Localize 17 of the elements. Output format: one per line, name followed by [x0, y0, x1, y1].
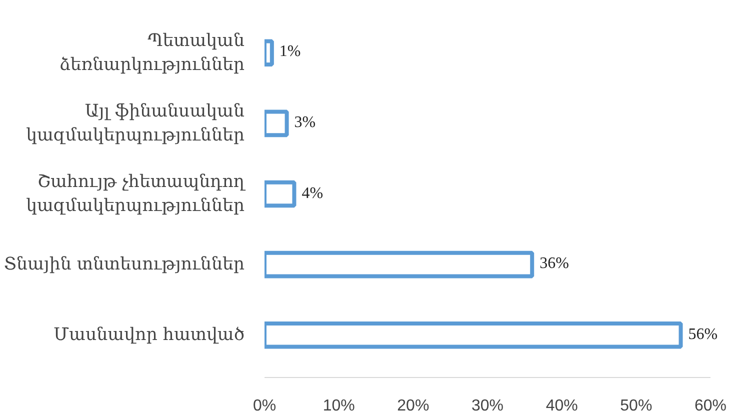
data-label: 1%: [279, 43, 301, 62]
x-tick-label: 40%: [546, 398, 578, 414]
data-label: 4%: [302, 184, 324, 202]
x-tick-label: 60%: [694, 398, 727, 414]
data-label: 36%: [540, 255, 569, 274]
x-tick-label: 0%: [252, 398, 276, 414]
x-tick-label: 20%: [397, 398, 430, 414]
x-tick-label: 10%: [322, 398, 355, 414]
y-tick-label: Այլ ֆինանսական կազմակերպություններ: [26, 101, 244, 146]
x-tick-label: 50%: [620, 398, 652, 414]
y-tick-label: Շահույթ չհետապնդող կազմակերպություններ: [26, 172, 246, 216]
x-tick-label: 30%: [471, 398, 504, 414]
data-label: 3%: [294, 114, 316, 132]
y-tick-label: Տնային տնտեսություններ: [4, 254, 244, 275]
y-tick-label: Մասնավոր հատված: [54, 325, 244, 346]
data-label: 56%: [688, 326, 718, 344]
y-tick-label: Պետական ձեռնարկություններ: [59, 30, 245, 75]
